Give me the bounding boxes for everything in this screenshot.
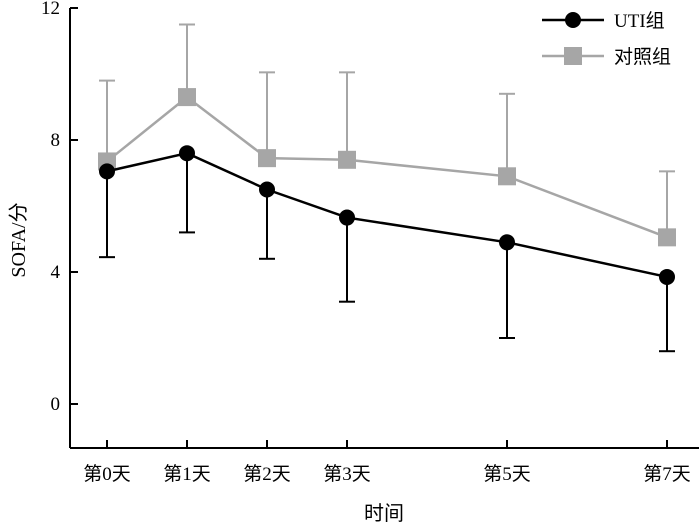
legend-label: 对照组 — [614, 46, 671, 68]
legend-label: UTI组 — [614, 10, 665, 32]
x-tick-label: 第2天 — [243, 463, 291, 485]
data-point — [339, 209, 355, 226]
legend-item-对照组: 对照组 — [542, 46, 671, 68]
y-tick-label: 12 — [41, 0, 60, 19]
data-point — [659, 268, 675, 285]
data-point — [338, 150, 356, 169]
legend-item-UTI组: UTI组 — [542, 10, 665, 32]
data-point — [499, 234, 515, 251]
data-point — [99, 163, 115, 180]
y-tick-label: 4 — [51, 262, 61, 283]
series-UTI组 — [99, 145, 675, 353]
legend-marker — [565, 12, 581, 28]
x-tick-label: 第0天 — [83, 463, 131, 485]
y-axis-label: SOFA/分 — [7, 202, 30, 277]
data-point — [658, 228, 676, 247]
x-tick-label: 第3天 — [323, 463, 371, 485]
x-tick-label: 第5天 — [483, 463, 531, 485]
data-point — [259, 181, 275, 198]
axes: 0 4 8 12 第0天 第1天 第2天 第3天 第5天 第7天 — [41, 0, 699, 485]
x-tick-label: 第7天 — [643, 463, 691, 485]
plot-area — [98, 23, 676, 353]
legend-marker — [564, 47, 582, 65]
data-point — [498, 167, 516, 186]
x-axis-label: 时间 — [364, 502, 404, 525]
series-line — [106, 95, 668, 239]
data-point — [179, 145, 195, 162]
series-line — [106, 151, 668, 279]
x-tick-label: 第1天 — [163, 463, 211, 485]
series-对照组 — [98, 23, 676, 247]
data-point — [258, 149, 276, 168]
y-tick-label: 0 — [51, 394, 61, 415]
y-tick-label: 8 — [51, 130, 61, 151]
data-point — [178, 88, 196, 107]
